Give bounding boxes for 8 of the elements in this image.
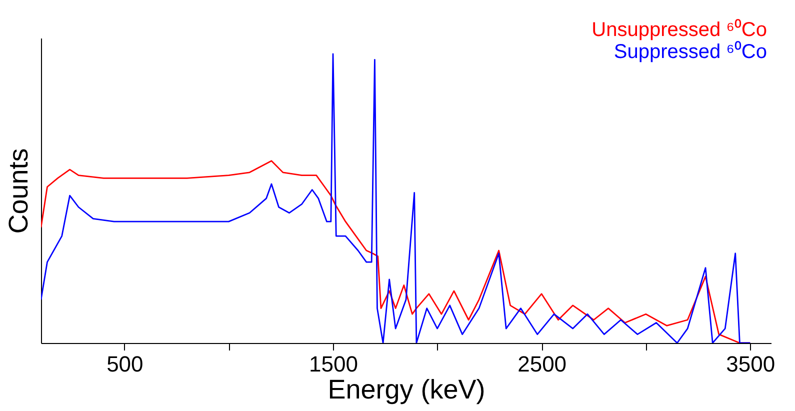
x-tick-label: 500 (106, 352, 144, 376)
x-axis-title: Energy (keV) (328, 374, 486, 404)
text: Suppressed ⁶⁰Co (614, 40, 767, 63)
x-tick-label: 3500 (726, 352, 776, 376)
text: Unsuppressed ⁶⁰Co (592, 18, 767, 41)
y-axis-title: Counts (4, 148, 34, 234)
x-tick-label: 2500 (518, 352, 567, 376)
x-tick-label: 1500 (309, 352, 358, 376)
